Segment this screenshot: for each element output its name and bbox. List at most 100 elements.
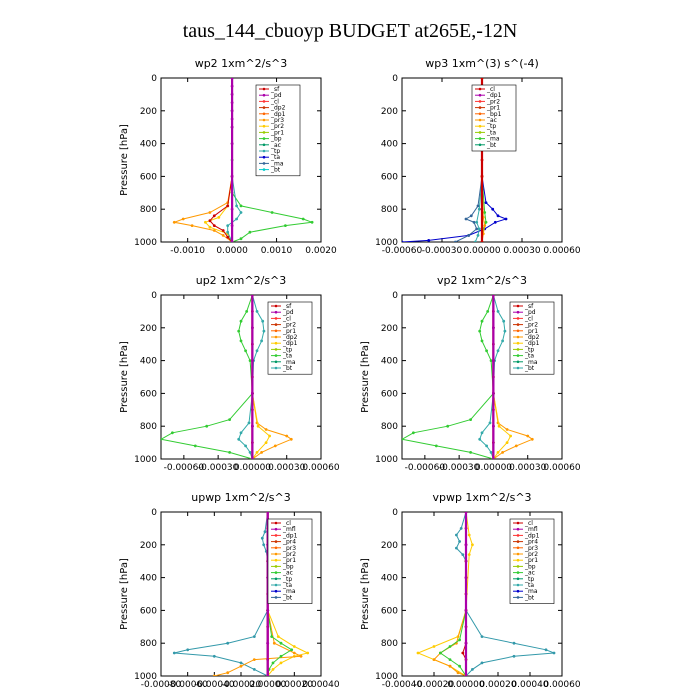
data-point	[299, 654, 303, 658]
panel-title: wp3 1xm^(3) s^(-4)	[425, 57, 539, 70]
legend-marker	[478, 106, 482, 109]
legend-entry: _pr4	[524, 539, 538, 546]
y-axis-label: Pressure [hPa]	[119, 124, 130, 196]
panel-3: up2 1xm^2/s^3 Pressure [hPa] 0 200 400 600 800…	[119, 274, 340, 473]
y-tick-label: 400	[140, 574, 157, 584]
x-tick-label: 0.00030	[503, 246, 540, 256]
data-point	[181, 217, 185, 221]
legend-marker	[516, 348, 520, 351]
data-point	[237, 329, 241, 333]
legend-marker	[516, 540, 520, 543]
legend-marker	[262, 112, 266, 116]
y-tick-label: 0	[392, 74, 398, 84]
legend-entry: _pr2	[486, 98, 500, 105]
series-line-pr1	[402, 295, 494, 459]
data-point	[264, 428, 268, 431]
data-point	[271, 661, 275, 665]
legend-marker	[516, 589, 520, 593]
panel-title: up2 1xm^2/s^3	[196, 274, 287, 287]
data-point	[276, 635, 280, 638]
x-tick-label: -0.00020	[414, 680, 455, 690]
data-point	[279, 641, 283, 645]
series-group	[172, 78, 314, 242]
data-point	[492, 457, 495, 459]
x-tick-label: -0.00020	[221, 680, 262, 690]
data-point	[230, 240, 234, 242]
data-point	[509, 434, 512, 438]
data-point	[480, 207, 484, 211]
x-tick-label: 0.00000	[234, 463, 271, 473]
legend-entry: _ac	[282, 570, 293, 577]
data-point	[497, 424, 501, 428]
data-point	[239, 237, 243, 241]
series-line-pr1	[161, 295, 253, 459]
data-point	[230, 224, 234, 228]
y-tick-label: 200	[140, 324, 157, 334]
data-point	[172, 220, 176, 224]
data-point	[505, 428, 509, 431]
x-tick-label: 0.0020	[305, 246, 337, 256]
legend-marker	[516, 534, 520, 537]
data-point	[469, 451, 472, 454]
data-point	[266, 674, 270, 676]
data-point	[290, 648, 294, 652]
data-point	[248, 451, 252, 454]
data-point	[263, 530, 267, 534]
y-tick-label: 200	[381, 324, 398, 334]
data-point	[484, 220, 488, 224]
panel-title: vpwp 1xm^2/s^3	[432, 491, 531, 504]
data-point	[245, 310, 249, 313]
data-point	[485, 349, 488, 353]
legend-entry: _bp	[270, 136, 282, 143]
y-tick-label: 0	[392, 291, 398, 301]
legend-marker	[516, 310, 520, 314]
legend-entry: _bp1	[486, 111, 502, 118]
y-axis-label: Pressure [hPa]	[360, 341, 371, 413]
data-point	[544, 648, 548, 652]
y-axis-label: Pressure [hPa]	[119, 341, 130, 413]
x-tick-label: -0.00040	[382, 680, 423, 690]
series-line-pr2	[433, 512, 467, 676]
data-point	[260, 451, 263, 454]
data-point	[261, 319, 265, 323]
data-point	[271, 668, 275, 671]
data-point	[483, 211, 487, 214]
data-point	[489, 451, 493, 454]
legend-marker	[274, 583, 278, 587]
series-line-ac	[227, 78, 242, 242]
data-point	[432, 658, 436, 661]
data-point	[480, 158, 484, 162]
legend-marker	[262, 106, 266, 109]
data-point	[230, 101, 234, 104]
legend-entry: _cl	[282, 520, 291, 527]
x-tick-label: 0.00030	[268, 463, 305, 473]
legend-entry: _bp	[524, 563, 536, 570]
legend-marker	[516, 558, 520, 562]
data-point	[255, 349, 259, 353]
data-point	[464, 609, 468, 612]
data-point	[477, 227, 481, 231]
series-line-dp1	[492, 295, 512, 459]
x-tick-label: -0.0010	[170, 246, 205, 256]
legend-entry: _dp1	[524, 340, 540, 347]
data-point	[514, 444, 518, 448]
y-tick-label: 800	[140, 422, 157, 432]
legend-entry: _pr1	[282, 328, 296, 335]
data-point	[448, 658, 452, 661]
data-point	[292, 645, 296, 648]
data-point	[221, 234, 225, 237]
data-point	[251, 359, 254, 362]
legend: _cl_mfl_dp1_pr4_pr3_pr2_pr1_bp_ac_tp_ta_…	[267, 518, 313, 604]
y-tick-label: 1000	[375, 672, 398, 682]
x-tick-label: 0.00020	[276, 680, 313, 690]
data-point	[492, 392, 495, 395]
x-tick-label: 0.00000	[475, 463, 512, 473]
legend-marker	[516, 552, 520, 556]
data-point	[434, 444, 438, 448]
legend-marker	[478, 143, 482, 147]
x-tick-label: 0.00040	[302, 680, 339, 690]
data-point	[453, 240, 457, 242]
panel-title: wp2 1xm^2/s^3	[195, 57, 288, 70]
data-point	[448, 645, 452, 648]
